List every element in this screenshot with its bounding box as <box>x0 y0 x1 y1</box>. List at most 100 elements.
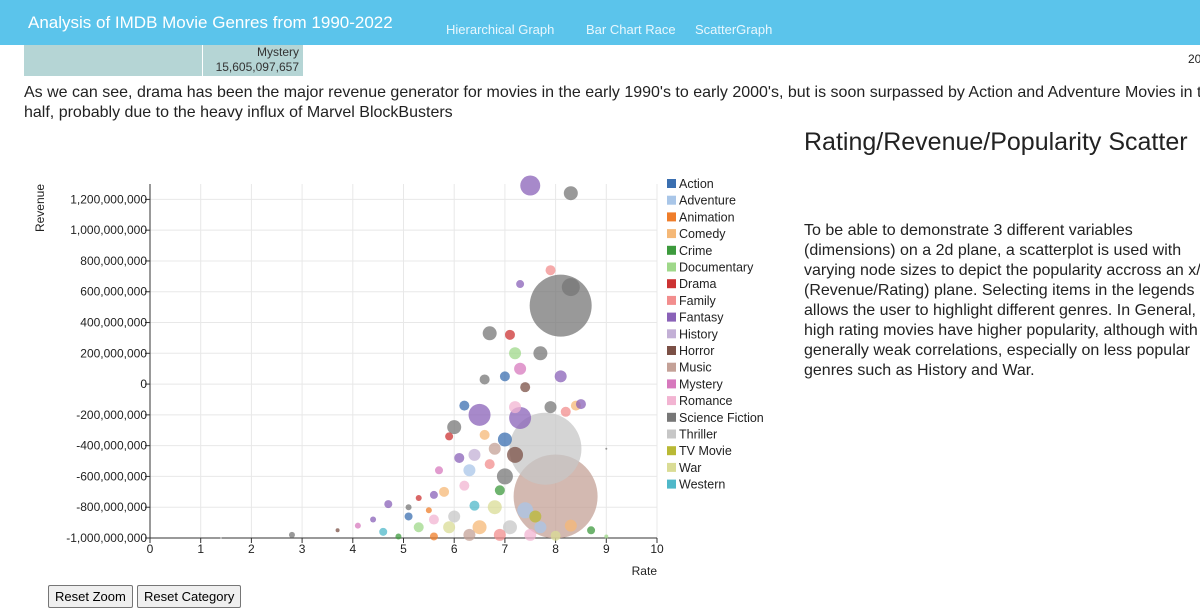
legend-item-tv-movie[interactable]: TV Movie <box>679 444 732 458</box>
legend-item-horror[interactable]: Horror <box>679 344 714 358</box>
data-point[interactable] <box>550 530 561 541</box>
legend-swatch[interactable] <box>667 479 676 489</box>
data-point[interactable] <box>482 326 497 341</box>
legend-item-thriller[interactable]: Thriller <box>679 428 717 442</box>
data-point[interactable] <box>447 420 462 435</box>
data-point[interactable] <box>509 401 522 414</box>
legend-item-action[interactable]: Action <box>679 177 714 191</box>
data-point[interactable] <box>496 468 513 485</box>
data-point[interactable] <box>517 502 534 519</box>
data-point[interactable] <box>605 447 608 450</box>
legend-swatch[interactable] <box>667 212 676 222</box>
data-point[interactable] <box>445 432 454 441</box>
nav-link-scattergraph[interactable]: ScatterGraph <box>695 22 773 37</box>
data-point[interactable] <box>520 175 541 196</box>
data-point[interactable] <box>514 362 527 375</box>
data-point[interactable] <box>545 265 556 276</box>
legend-swatch[interactable] <box>667 229 676 239</box>
data-point[interactable] <box>415 494 422 501</box>
legend-swatch[interactable] <box>667 195 676 205</box>
data-point[interactable] <box>454 452 465 463</box>
legend-swatch[interactable] <box>667 295 676 305</box>
data-point[interactable] <box>544 401 557 414</box>
legend-swatch[interactable] <box>667 429 676 439</box>
data-point[interactable] <box>448 510 461 523</box>
data-point[interactable] <box>494 485 505 496</box>
data-point[interactable] <box>604 534 609 539</box>
data-point[interactable] <box>288 531 295 538</box>
scatter-chart[interactable]: 0 1 2 3 4 5 6 7 8 9 10 -1,000,000,000 -800,000,000 -6… <box>0 170 780 590</box>
data-point[interactable] <box>468 448 481 461</box>
data-point[interactable] <box>472 520 487 535</box>
data-point[interactable] <box>459 480 470 491</box>
legend-item-history[interactable]: History <box>679 327 719 341</box>
data-point[interactable] <box>335 528 340 533</box>
legend-swatch[interactable] <box>667 179 676 188</box>
legend-item-animation[interactable]: Animation <box>679 210 735 224</box>
treemap-cell[interactable] <box>24 45 202 76</box>
legend-swatch[interactable] <box>667 362 676 372</box>
legend-swatch[interactable] <box>667 396 676 406</box>
data-point[interactable] <box>564 519 577 532</box>
data-point[interactable] <box>484 459 495 470</box>
data-point[interactable] <box>468 403 491 426</box>
legend-item-science-fiction[interactable]: Science Fiction <box>679 411 764 425</box>
legend-item-war[interactable]: War <box>679 461 701 475</box>
data-point[interactable] <box>469 500 480 511</box>
data-point[interactable] <box>463 528 476 541</box>
legend-swatch[interactable] <box>667 329 676 339</box>
data-point[interactable] <box>479 429 490 440</box>
legend-swatch[interactable] <box>667 346 676 355</box>
nav-link-hierarchical-graph[interactable]: Hierarchical Graph <box>446 22 555 37</box>
legend-item-music[interactable]: Music <box>679 361 712 375</box>
data-point[interactable] <box>405 504 412 511</box>
data-point[interactable] <box>379 527 388 536</box>
legend-item-crime[interactable]: Crime <box>679 244 712 258</box>
legend-swatch[interactable] <box>667 312 676 322</box>
data-point[interactable] <box>524 528 537 541</box>
data-point[interactable] <box>563 186 578 201</box>
data-point[interactable] <box>533 346 548 361</box>
legend-item-western[interactable]: Western <box>679 478 725 492</box>
data-point[interactable] <box>509 347 522 360</box>
legend-item-adventure[interactable]: Adventure <box>679 194 736 208</box>
data-point[interactable] <box>560 406 571 417</box>
data-point[interactable] <box>575 399 586 410</box>
data-point[interactable] <box>354 522 361 529</box>
legend-item-romance[interactable]: Romance <box>679 394 733 408</box>
data-point[interactable] <box>404 512 413 521</box>
data-point[interactable] <box>529 510 542 523</box>
legend-item-drama[interactable]: Drama <box>679 277 717 291</box>
data-point[interactable] <box>463 464 476 477</box>
data-point[interactable] <box>395 533 402 540</box>
legend-swatch[interactable] <box>667 412 676 422</box>
legend-swatch[interactable] <box>667 462 676 472</box>
data-point[interactable] <box>370 516 377 523</box>
legend-item-documentary[interactable]: Documentary <box>679 261 754 275</box>
legend-item-mystery[interactable]: Mystery <box>679 377 724 391</box>
data-point[interactable] <box>507 446 524 463</box>
nav-link-bar-chart-race[interactable]: Bar Chart Race <box>586 22 676 37</box>
data-point[interactable] <box>554 370 567 383</box>
legend-swatch[interactable] <box>667 245 676 255</box>
data-point[interactable] <box>443 521 456 534</box>
data-point[interactable] <box>219 537 222 539</box>
reset-category-button[interactable]: Reset Category <box>137 585 242 608</box>
data-point[interactable] <box>439 486 450 497</box>
data-point[interactable] <box>497 432 512 447</box>
legend-swatch[interactable] <box>667 379 676 389</box>
data-point[interactable] <box>534 521 547 534</box>
data-point[interactable] <box>520 382 531 393</box>
legend-item-fantasy[interactable]: Fantasy <box>679 311 724 325</box>
data-point[interactable] <box>487 500 502 515</box>
data-point[interactable] <box>384 500 393 509</box>
legend-swatch[interactable] <box>667 279 676 289</box>
data-point[interactable] <box>434 466 443 475</box>
data-point[interactable] <box>425 507 432 514</box>
data-point[interactable] <box>428 514 439 525</box>
data-point[interactable] <box>429 490 438 499</box>
data-point[interactable] <box>488 442 501 455</box>
treemap-cell-mystery[interactable]: Mystery 15,605,097,657 <box>203 45 303 76</box>
legend-swatch[interactable] <box>667 446 676 456</box>
data-point[interactable] <box>509 412 582 485</box>
